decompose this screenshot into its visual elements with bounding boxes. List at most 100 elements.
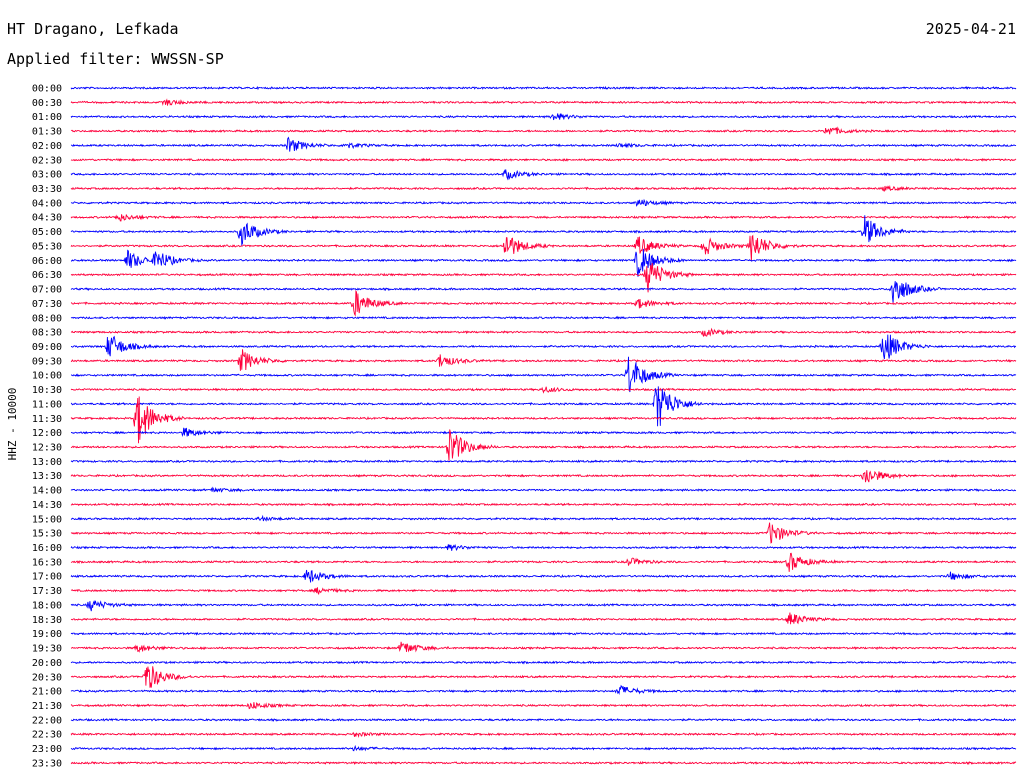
time-tick-label: 10:00 [32,371,62,382]
trace-line-2200 [70,717,1017,722]
trace-line-0900 [70,334,1017,360]
trace-line-1100 [70,386,1017,427]
time-tick-label: 17:30 [32,586,62,597]
time-tick-label: 13:00 [32,457,62,468]
time-tick-label: 20:00 [32,658,62,669]
time-tick-label: 00:30 [32,98,62,109]
time-tick-label: 12:30 [32,443,62,454]
trace-line-1000 [70,356,1017,393]
time-tick-label: 08:00 [32,313,62,324]
time-tick-label: 03:00 [32,170,62,181]
trace-line-1300 [70,459,1017,464]
time-tick-label: 23:30 [32,758,62,769]
time-tick-label: 05:30 [32,241,62,252]
time-tick-label: 11:30 [32,414,62,425]
trace-line-0230 [70,157,1017,162]
channel-axis-label: HHZ - 10000 [6,388,19,461]
time-tick-label: 12:00 [32,428,62,439]
time-tick-label: 19:00 [32,629,62,640]
time-tick-label: 14:00 [32,486,62,497]
trace-line-1800 [70,599,1017,612]
time-tick-label: 15:30 [32,529,62,540]
trace-line-0300 [70,169,1017,181]
trace-line-0500 [70,215,1017,247]
trace-line-0330 [70,184,1017,192]
trace-line-1430 [70,502,1017,507]
trace-line-1600 [70,543,1017,551]
trace-line-0700 [70,281,1017,303]
trace-line-2030 [70,666,1017,688]
trace-line-0000 [70,85,1017,91]
time-tick-label: 18:30 [32,615,62,626]
trace-line-0030 [70,98,1017,106]
trace-line-0800 [70,315,1017,320]
trace-line-1900 [70,631,1017,636]
trace-line-2100 [70,684,1016,696]
time-tick-label: 07:30 [32,299,62,310]
trace-group: 00:00 00:30 01:00 01:30 02:00 02:30 03:00 03:30… [32,84,1017,769]
trace-line-0200 [70,136,1017,152]
time-tick-label: 04:00 [32,198,62,209]
trace-line-0400 [70,198,1017,207]
trace-line-2000 [70,660,1017,665]
time-tick-label: 02:00 [32,141,62,152]
time-tick-label: 23:00 [32,744,62,755]
trace-line-0130 [70,126,1017,135]
time-tick-label: 01:30 [32,127,62,138]
trace-line-2230 [70,731,1017,739]
time-tick-label: 19:30 [32,644,62,655]
trace-line-1630 [70,552,1017,572]
trace-line-1930 [70,641,1017,653]
time-tick-label: 05:00 [32,227,62,238]
time-tick-label: 06:00 [32,256,62,267]
time-tick-label: 22:30 [32,730,62,741]
trace-line-1500 [70,514,1017,522]
station-title: HT Dragano, Lefkada [7,20,179,38]
time-tick-label: 11:00 [32,399,62,410]
time-tick-label: 09:30 [32,356,62,367]
time-tick-label: 21:00 [32,687,62,698]
time-tick-label: 20:30 [32,672,62,683]
time-tick-label: 10:30 [32,385,62,396]
trace-line-1700 [70,569,1017,583]
trace-line-1130 [70,396,1017,444]
trace-line-1330 [70,470,1017,483]
trace-line-0430 [70,214,1017,222]
trace-line-0100 [70,113,1017,121]
trace-line-1830 [70,612,1017,625]
time-tick-label: 13:30 [32,471,62,482]
time-tick-label: 14:30 [32,500,62,511]
trace-line-1530 [70,522,1017,544]
trace-line-1730 [70,587,1017,595]
time-tick-label: 08:30 [32,328,62,339]
time-tick-label: 01:00 [32,112,62,123]
time-tick-label: 16:00 [32,543,62,554]
time-tick-label: 22:00 [32,715,62,726]
time-tick-label: 03:30 [32,184,62,195]
trace-line-0930 [70,349,1017,371]
trace-line-0830 [70,327,1017,337]
trace-line-1200 [71,427,1017,437]
trace-line-2300 [70,744,1017,752]
trace-line-0630 [70,263,1017,293]
time-tick-label: 04:30 [32,213,62,224]
time-tick-label: 16:30 [32,557,62,568]
time-tick-label: 06:30 [32,270,62,281]
trace-line-1230 [70,429,1017,461]
trace-line-1400 [70,486,1017,493]
time-tick-label: 02:30 [32,155,62,166]
trace-line-1030 [70,386,1017,394]
filter-label: Applied filter: WWSSN-SP [7,50,224,68]
trace-line-0600 [71,248,1017,277]
trace-line-2330 [70,761,1017,766]
time-tick-label: 21:30 [32,701,62,712]
time-tick-label: 09:00 [32,342,62,353]
trace-line-0530 [70,234,1017,262]
time-tick-label: 18:00 [32,600,62,611]
trace-line-2130 [70,702,1017,710]
time-tick-label: 00:00 [32,84,62,95]
time-tick-label: 07:00 [32,285,62,296]
date-label: 2025-04-21 [925,20,1016,38]
time-tick-label: 17:00 [32,572,62,583]
